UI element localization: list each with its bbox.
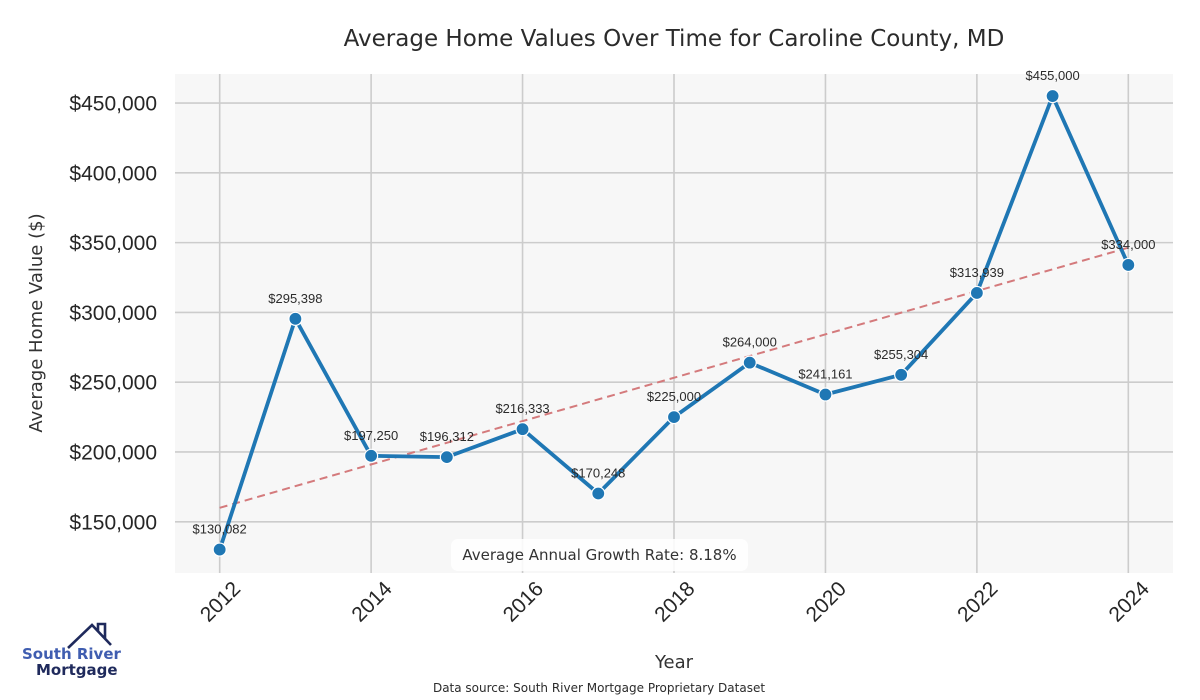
data-label: $130,082 (193, 522, 247, 537)
x-tick-label: 2012 (196, 577, 245, 626)
x-tick-label: 2014 (347, 577, 397, 627)
data-label: $196,312 (420, 429, 474, 444)
x-tick-labels: 2012 2014 2016 2018 2020 2022 2024 (196, 577, 1154, 627)
y-tick-label: $450,000 (69, 93, 157, 116)
data-label: $170,248 (571, 466, 625, 481)
data-point (212, 542, 227, 557)
annotation-box (451, 539, 748, 571)
data-source-note: Data source: South River Mortgage Propri… (433, 681, 765, 695)
growth-rate-annotation: Average Annual Growth Rate: 8.18% (451, 539, 748, 571)
data-label: $241,161 (798, 367, 852, 382)
data-point (515, 422, 530, 437)
chart-title: Average Home Values Over Time for Caroli… (344, 26, 1005, 52)
data-point (1045, 88, 1060, 104)
data-point (288, 311, 303, 326)
company-logo: South River Mortgage (22, 622, 122, 679)
data-point (439, 450, 454, 465)
logo-line1: South River (22, 645, 122, 663)
data-label: $313,939 (950, 265, 1004, 280)
data-point (894, 367, 909, 382)
x-tick-label: 2018 (650, 577, 699, 626)
y-tick-label: $350,000 (69, 232, 157, 255)
x-axis-label: Year (654, 652, 694, 673)
y-tick-label: $200,000 (69, 441, 157, 464)
y-tick-label: $400,000 (69, 162, 157, 185)
data-point (818, 387, 833, 402)
data-point (591, 486, 606, 501)
data-labels: $130,082 $295,398 $197,250 $196,312 $216,333… (193, 68, 1156, 537)
x-tick-label: 2022 (953, 577, 1002, 626)
y-tick-label: $300,000 (69, 302, 157, 325)
data-label: $225,000 (647, 389, 701, 404)
annotation-text: Average Annual Growth Rate: 8.18% (462, 546, 736, 564)
data-label: $334,000 (1101, 237, 1155, 252)
data-label: $295,398 (268, 291, 322, 306)
data-label: $264,000 (723, 335, 777, 350)
data-label: $197,250 (344, 428, 398, 443)
data-point (1121, 257, 1136, 273)
data-markers (212, 88, 1136, 557)
data-point (969, 285, 984, 301)
x-tick-label: 2024 (1105, 577, 1155, 627)
y-axis-label: Average Home Value ($) (26, 213, 47, 432)
data-point (742, 355, 757, 370)
y-tick-labels: $150,000 $200,000 $250,000 $300,000 $350,000… (69, 93, 157, 535)
data-label: $255,304 (874, 347, 928, 362)
y-tick-label: $250,000 (69, 372, 157, 395)
x-gridlines (218, 74, 1130, 573)
logo-line2: Mortgage (36, 661, 118, 679)
x-tick-label: 2016 (499, 577, 548, 626)
data-label: $216,333 (495, 401, 549, 416)
x-tick-label: 2020 (802, 577, 851, 626)
house-icon (67, 622, 112, 649)
data-label: $455,000 (1025, 68, 1079, 83)
data-point (364, 448, 379, 463)
y-tick-label: $150,000 (69, 511, 157, 534)
data-point (666, 409, 682, 425)
